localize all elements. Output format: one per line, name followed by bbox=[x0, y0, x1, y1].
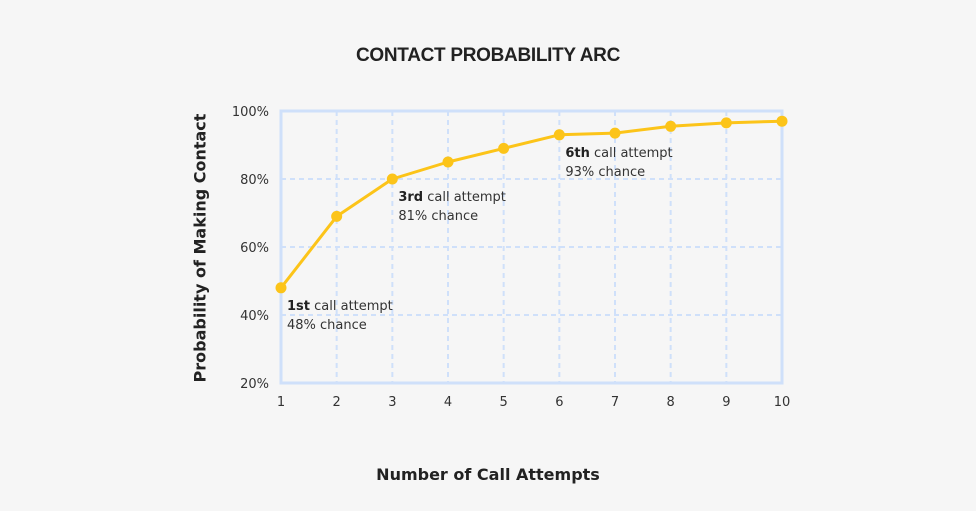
data-point bbox=[386, 173, 398, 185]
data-line bbox=[279, 119, 783, 289]
x-axis-label: Number of Call Attempts bbox=[376, 465, 600, 484]
annotation: 1st call attempt 48% chance bbox=[287, 299, 393, 333]
y-tick-label: 60% bbox=[240, 241, 269, 256]
x-tick-label: 2 bbox=[333, 395, 341, 410]
data-point bbox=[553, 129, 565, 141]
x-tick-label: 3 bbox=[388, 395, 396, 410]
grid bbox=[281, 111, 782, 383]
x-tick-label: 9 bbox=[722, 395, 730, 410]
x-tick-label: 1 bbox=[277, 395, 285, 410]
data-point bbox=[275, 282, 287, 294]
data-point bbox=[720, 117, 732, 129]
svg-text:6th call attempt: 6th call attempt bbox=[565, 146, 672, 161]
data-point bbox=[776, 115, 788, 127]
y-tick-label: 20% bbox=[240, 377, 269, 392]
plot-frame bbox=[279, 109, 784, 385]
svg-text:3rd call attempt: 3rd call attempt bbox=[398, 190, 506, 205]
x-tick-label: 8 bbox=[667, 395, 675, 410]
svg-text:1st call attempt: 1st call attempt bbox=[287, 299, 393, 314]
data-point bbox=[609, 127, 621, 139]
data-point bbox=[442, 156, 454, 168]
data-point bbox=[665, 120, 677, 132]
x-tick-label: 6 bbox=[555, 395, 563, 410]
x-tick-label: 5 bbox=[500, 395, 508, 410]
y-tick-label: 80% bbox=[240, 173, 269, 188]
svg-text:48% chance: 48% chance bbox=[287, 318, 367, 333]
x-tick-label: 4 bbox=[444, 395, 452, 410]
data-point bbox=[498, 142, 510, 154]
svg-text:81% chance: 81% chance bbox=[398, 209, 478, 224]
svg-text:93% chance: 93% chance bbox=[565, 165, 645, 180]
x-tick-label: 10 bbox=[774, 395, 791, 410]
annotation: 3rd call attempt 81% chance bbox=[398, 190, 506, 224]
annotation: 6th call attempt 93% chance bbox=[565, 146, 672, 180]
chart-title: CONTACT PROBABILITY ARC bbox=[355, 45, 621, 66]
data-point bbox=[331, 210, 343, 222]
x-tick-label: 7 bbox=[611, 395, 619, 410]
y-tick-label: 40% bbox=[240, 309, 269, 324]
y-tick-label: 100% bbox=[232, 105, 269, 120]
